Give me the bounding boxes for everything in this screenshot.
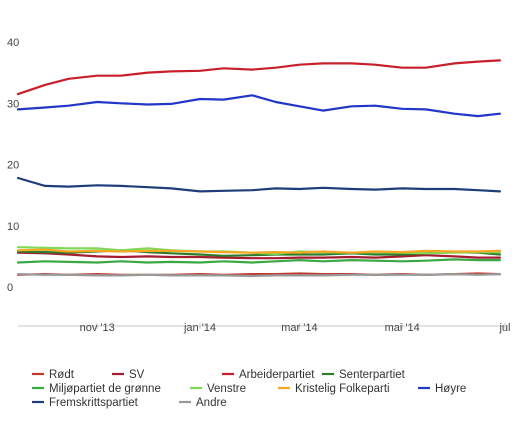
legend-label: Andre [196,397,227,409]
legend-label: Miljøpartiet de grønne [49,383,161,395]
legend-label: Kristelig Folkeparti [295,383,390,395]
y-tick-label: 0 [7,282,13,294]
series-line-8 [16,176,501,193]
series-line-7 [16,94,501,118]
legend-label: Fremskrittspartiet [49,397,139,409]
legend-label: Rødt [49,369,75,381]
y-tick-label: 10 [7,221,19,233]
series-line-4 [16,258,501,264]
legend: Rødt SV Arbeiderpartiet Senterpartiet Miljøp… [32,369,466,409]
x-tick-label: jan '14 [183,322,216,334]
series-line-1 [16,251,501,260]
y-tick-label: 20 [7,160,19,172]
x-tick-label: nov '13 [80,322,115,334]
series-line-6 [16,248,501,254]
series-line-2 [16,59,501,96]
x-tick-label: mai '14 [385,322,420,334]
x-tick-label: jul [498,322,510,334]
series-line-9 [16,273,501,278]
legend-label: Senterpartiet [339,369,406,381]
legend-label: SV [129,369,145,381]
x-tick-label: mar '14 [281,322,317,334]
y-tick-label: 40 [7,37,19,49]
legend-label: Venstre [207,383,246,395]
y-axis: 0 10 20 30 40 [7,37,19,294]
legend-label: Høyre [435,383,466,395]
plot-area [16,59,501,278]
x-axis: nov '13 jan '14 mar '14 mai '14 jul [18,322,511,334]
y-tick-label: 30 [7,98,19,110]
legend-label: Arbeiderpartiet [239,369,315,381]
